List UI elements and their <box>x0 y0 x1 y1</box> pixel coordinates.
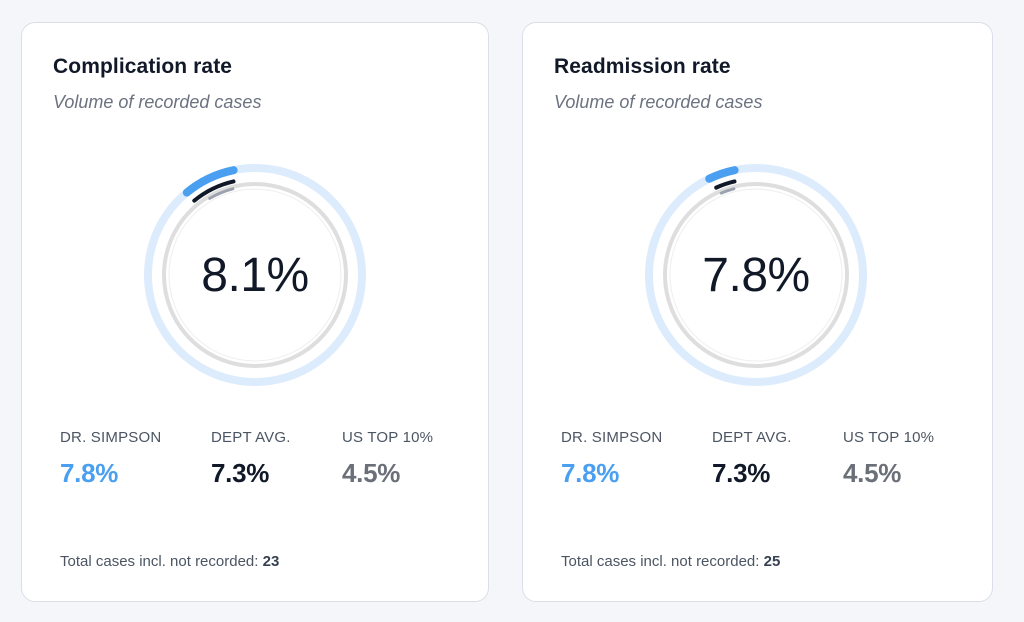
rate-gauge <box>144 164 366 386</box>
dept-avg-arc <box>714 179 737 190</box>
doctor-stat-value: 7.8% <box>60 458 119 488</box>
gauge-inner-ring <box>669 188 843 362</box>
doctor-arc <box>182 166 238 197</box>
doctor-stat-label: DR. SIMPSON <box>60 429 162 446</box>
dept-avg-arc <box>192 179 236 203</box>
complication-rate-card: Complication rate Volume of recorded cas… <box>21 22 489 602</box>
readmission-rate-card: Readmission rate Volume of recorded case… <box>522 22 993 602</box>
card-title: Readmission rate <box>554 55 731 78</box>
total-cases-value: 23 <box>262 553 280 570</box>
us-top-stat: US TOP 10% 4.5% <box>843 429 934 489</box>
us-top-arc <box>208 187 235 200</box>
us-top-stat-value: 4.5% <box>843 458 902 488</box>
dept-avg-stat-value: 7.3% <box>712 458 771 488</box>
dept-avg-stat-value: 7.3% <box>211 458 270 488</box>
card-title: Complication rate <box>53 55 233 78</box>
gauge-inner-ring <box>168 188 342 362</box>
rate-gauge <box>645 164 867 386</box>
total-cases-value: 25 <box>763 553 781 570</box>
card-subtitle: Volume of recorded cases <box>554 92 763 112</box>
dept-avg-stat: DEPT AVG. 7.3% <box>211 429 291 489</box>
gauge-main-value: 8.1% <box>201 248 309 302</box>
doctor-stat-value: 7.8% <box>561 458 620 488</box>
us-top-arc <box>719 187 736 195</box>
us-top-stat-value: 4.5% <box>342 458 401 488</box>
total-cases: Total cases incl. not recorded: 25 <box>561 553 780 570</box>
total-cases-label: Total cases incl. not recorded: <box>561 553 760 570</box>
us-top-stat-label: US TOP 10% <box>843 429 935 446</box>
us-top-stat-label: US TOP 10% <box>342 429 434 446</box>
doctor-stat-label: DR. SIMPSON <box>561 429 663 446</box>
gauge-outer-track <box>645 164 867 386</box>
gauge-main-value: 7.8% <box>702 248 810 302</box>
card-subtitle: Volume of recorded cases <box>53 92 262 112</box>
dept-avg-stat: DEPT AVG. 7.3% <box>712 429 792 489</box>
doctor-stat: DR. SIMPSON 7.8% <box>60 429 161 489</box>
gauge-outer-track <box>144 164 366 386</box>
dept-avg-stat-label: DEPT AVG. <box>712 429 792 446</box>
dept-avg-stat-label: DEPT AVG. <box>211 429 291 446</box>
doctor-arc <box>705 166 739 183</box>
total-cases-label: Total cases incl. not recorded: <box>60 553 259 570</box>
us-top-stat: US TOP 10% 4.5% <box>342 429 433 489</box>
gauge-ring <box>663 182 849 368</box>
gauge-ring <box>162 182 348 368</box>
total-cases: Total cases incl. not recorded: 23 <box>60 553 279 570</box>
doctor-stat: DR. SIMPSON 7.8% <box>561 429 662 489</box>
